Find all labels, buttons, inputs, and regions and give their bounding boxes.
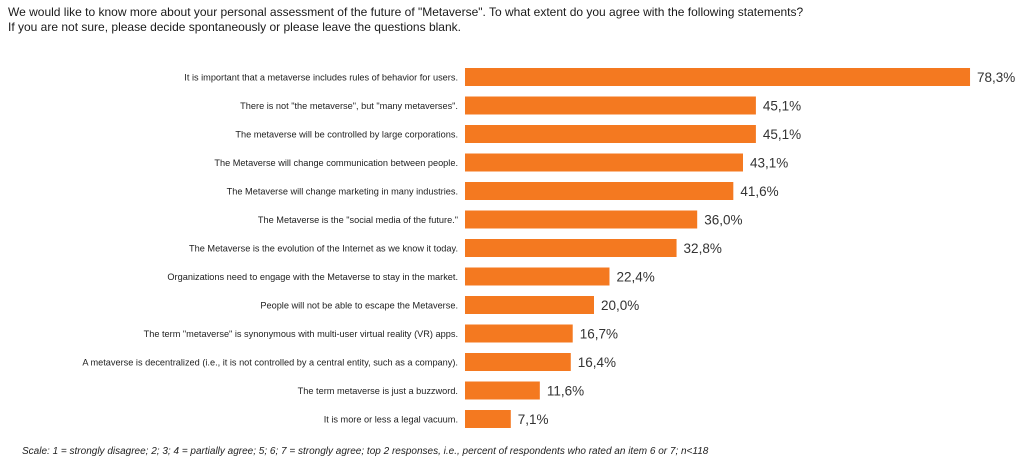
category-label: The Metaverse will change marketing in m… (227, 187, 458, 197)
bar (465, 353, 571, 371)
bar (465, 296, 594, 314)
question-text: We would like to know more about your pe… (8, 5, 1008, 35)
bar (465, 96, 756, 115)
value-label: 36,0% (704, 213, 742, 228)
category-label: It is important that a metaverse include… (184, 73, 458, 83)
value-label: 16,7% (580, 327, 618, 342)
question-line-2: If you are not sure, please decide spont… (8, 20, 461, 34)
value-label: 32,8% (684, 241, 722, 256)
bar (465, 381, 540, 400)
category-label: The Metaverse is the evolution of the In… (189, 244, 458, 254)
category-label: Organizations need to engage with the Me… (167, 272, 458, 282)
value-label: 7,1% (518, 412, 549, 427)
bar (465, 210, 698, 229)
value-label: 20,0% (601, 298, 639, 313)
category-label: People will not be able to escape the Me… (260, 301, 458, 311)
value-label: 11,6% (547, 384, 584, 399)
bar (465, 410, 511, 428)
value-label: 22,4% (616, 270, 654, 285)
value-label: 45,1% (763, 127, 801, 142)
bar-chart: It is important that a metaverse include… (82, 68, 1015, 428)
category-label: There is not "the metaverse", but "many … (240, 101, 458, 111)
category-label: The term metaverse is just a buzzword. (298, 386, 458, 396)
value-label: 45,1% (763, 99, 801, 114)
question-line-1: We would like to know more about your pe… (8, 5, 804, 19)
bar (465, 153, 743, 172)
category-label: The term "metaverse" is synonymous with … (144, 329, 458, 339)
category-label: It is more or less a legal vacuum. (324, 415, 458, 425)
value-label: 16,4% (578, 355, 616, 370)
category-label: A metaverse is decentralized (i.e., it i… (82, 358, 458, 368)
bar (465, 68, 971, 86)
category-label: The Metaverse will change communication … (214, 158, 458, 168)
category-label: The Metaverse is the "social media of th… (258, 215, 458, 225)
scale-footnote: Scale: 1 = strongly disagree; 2; 3; 4 = … (22, 446, 709, 457)
value-label: 41,6% (740, 184, 778, 199)
category-label: The metaverse will be controlled by larg… (235, 130, 458, 140)
bar (465, 239, 677, 257)
value-label: 43,1% (750, 156, 788, 171)
bar (465, 324, 573, 343)
bar (465, 267, 610, 286)
bar (465, 182, 734, 200)
value-label: 78,3% (977, 70, 1015, 85)
bar (465, 125, 756, 143)
